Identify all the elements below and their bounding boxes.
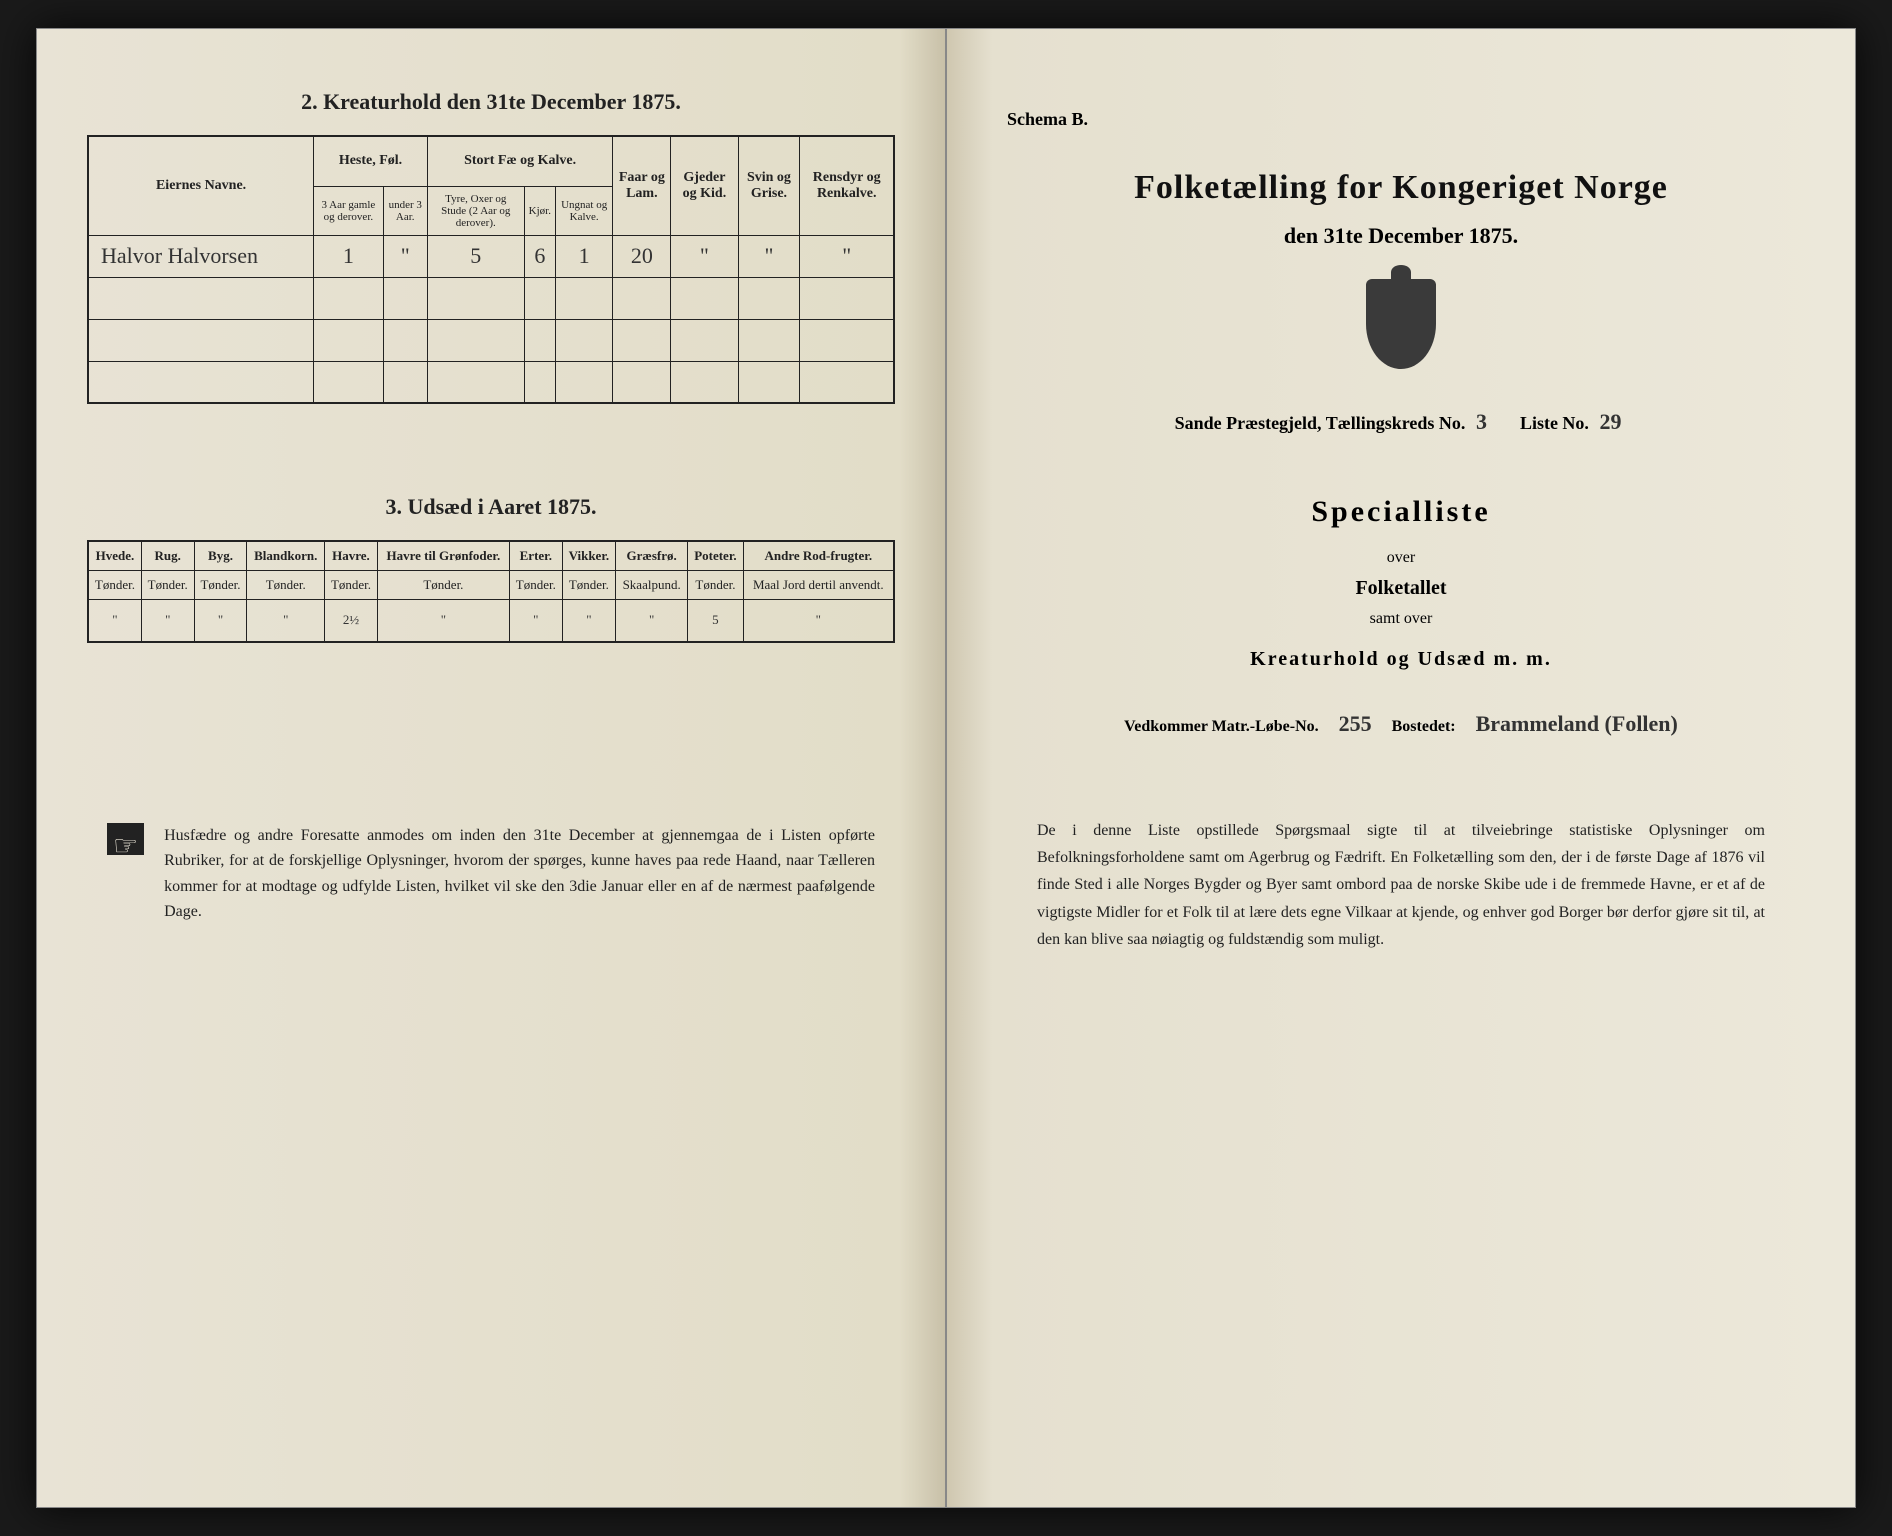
cell-byg: " [194,600,247,642]
cell-hvede: " [88,600,141,642]
cell-stort1: 5 [427,235,524,277]
cell-stort3: 1 [555,235,612,277]
livestock-table: Eiernes Navne. Heste, Føl. Stort Fæ og K… [87,135,895,404]
col-owner: Eiernes Navne. [88,136,314,235]
pointer-hand-icon: ☞ [107,823,144,855]
cell-blandkorn: " [247,600,325,642]
h-rug: Rug. [141,541,194,571]
table-row [88,319,894,361]
h-andre: Andre Rod-frugter. [743,541,894,571]
col-rensdyr: Rensdyr og Renkalve. [800,136,894,235]
cell-svin: " [738,235,800,277]
h-vikker: Vikker. [562,541,615,571]
col-faar: Faar og Lam. [613,136,671,235]
cell-stort2: 6 [524,235,555,277]
sub-tonder: Tønder. [688,571,743,600]
col-heste-group: Heste, Føl. [314,136,428,186]
cell-heste1: 1 [314,235,383,277]
district-line: Sande Præstegjeld, Tællingskreds No. 3 L… [997,409,1805,435]
col-stort-group: Stort Fæ og Kalve. [427,136,613,186]
bosted-line: Vedkommer Matr.-Løbe-No. 255 Bostedet: B… [997,711,1805,737]
left-footer-text: Husfædre og andre Foresatte anmodes om i… [164,823,875,925]
h-grasfro: Græsfrø. [616,541,688,571]
sub-tonder: Tønder. [377,571,509,600]
cell-erter: " [509,600,562,642]
district-prefix: Sande Præstegjeld, Tællingskreds No. [1175,413,1466,433]
cell-gjeder: " [671,235,738,277]
cell-andre: " [743,600,894,642]
sub-heste1: 3 Aar gamle og derover. [314,186,383,235]
sub-stort1: Tyre, Oxer og Stude (2 Aar og derover). [427,186,524,235]
cell-grasfro: " [616,600,688,642]
h-blandkorn: Blandkorn. [247,541,325,571]
sub-tonder: Tønder. [325,571,378,600]
cell-heste2: " [383,235,427,277]
h-hvede: Hvede. [88,541,141,571]
right-footer: De i denne Liste opstillede Spørgsmaal s… [997,817,1805,953]
right-content: Folketælling for Kongeriget Norge den 31… [997,89,1805,953]
cell-faar: 20 [613,235,671,277]
cell-havre-gron: " [377,600,509,642]
kreatur-line: Kreaturhold og Udsæd m. m. [997,648,1805,671]
book-spread: 2. Kreaturhold den 31te December 1875. E… [36,28,1856,1508]
sub-tonder: Tønder. [141,571,194,600]
cell-vikker: " [562,600,615,642]
liste-no: 29 [1599,409,1621,434]
samt-over: samt over [997,610,1805,628]
table-row [88,361,894,403]
cell-rensdyr: " [800,235,894,277]
col-gjeder: Gjeder og Kid. [671,136,738,235]
bostedet-val: Brammeland (Follen) [1476,711,1678,737]
sub-maal: Maal Jord dertil anvendt. [743,571,894,600]
col-svin: Svin og Grise. [738,136,800,235]
h-erter: Erter. [509,541,562,571]
sub-tonder: Tønder. [194,571,247,600]
cell-owner: Halvor Halvorsen [88,235,314,277]
h-havre: Havre. [325,541,378,571]
sub-tonder: Tønder. [562,571,615,600]
special-title: Specialliste [997,495,1805,529]
section2-title: 2. Kreaturhold den 31te December 1875. [87,89,895,115]
district-no: 3 [1476,409,1487,434]
table-row: " " " " 2½ " " " " 5 " [88,600,894,642]
cell-poteter: 5 [688,600,743,642]
table-row [88,277,894,319]
sub-skaalpund: Skaalpund. [616,571,688,600]
bostedet-label: Bostedet: [1392,718,1456,736]
matr-no: 255 [1339,711,1372,737]
section3-title: 3. Udsæd i Aaret 1875. [87,494,895,520]
schema-label: Schema B. [1007,109,1088,130]
main-title: Folketælling for Kongeriget Norge [997,169,1805,207]
left-page: 2. Kreaturhold den 31te December 1875. E… [36,28,946,1508]
sub-stort3: Ungnat og Kalve. [555,186,612,235]
table-row: Halvor Halvorsen 1 " 5 6 1 20 " " " [88,235,894,277]
cell-havre: 2½ [325,600,378,642]
h-poteter: Poteter. [688,541,743,571]
h-byg: Byg. [194,541,247,571]
seeding-table: Hvede. Rug. Byg. Blandkorn. Havre. Havre… [87,540,895,643]
over1: over [997,549,1805,567]
folketallet: Folketallet [997,577,1805,600]
left-footer: ☞ Husfædre og andre Foresatte anmodes om… [87,823,895,925]
sub-stort2: Kjør. [524,186,555,235]
cell-rug: " [141,600,194,642]
sub-tonder: Tønder. [509,571,562,600]
vedkommer-label: Vedkommer Matr.-Løbe-No. [1124,718,1319,736]
sub-tonder: Tønder. [247,571,325,600]
h-havre-gron: Havre til Grønfoder. [377,541,509,571]
sub-title: den 31te December 1875. [997,223,1805,249]
coat-of-arms-icon [1366,279,1436,369]
right-page: Schema B. Folketælling for Kongeriget No… [946,28,1856,1508]
sub-tonder: Tønder. [88,571,141,600]
liste-prefix: Liste No. [1520,413,1589,433]
sub-heste2: under 3 Aar. [383,186,427,235]
